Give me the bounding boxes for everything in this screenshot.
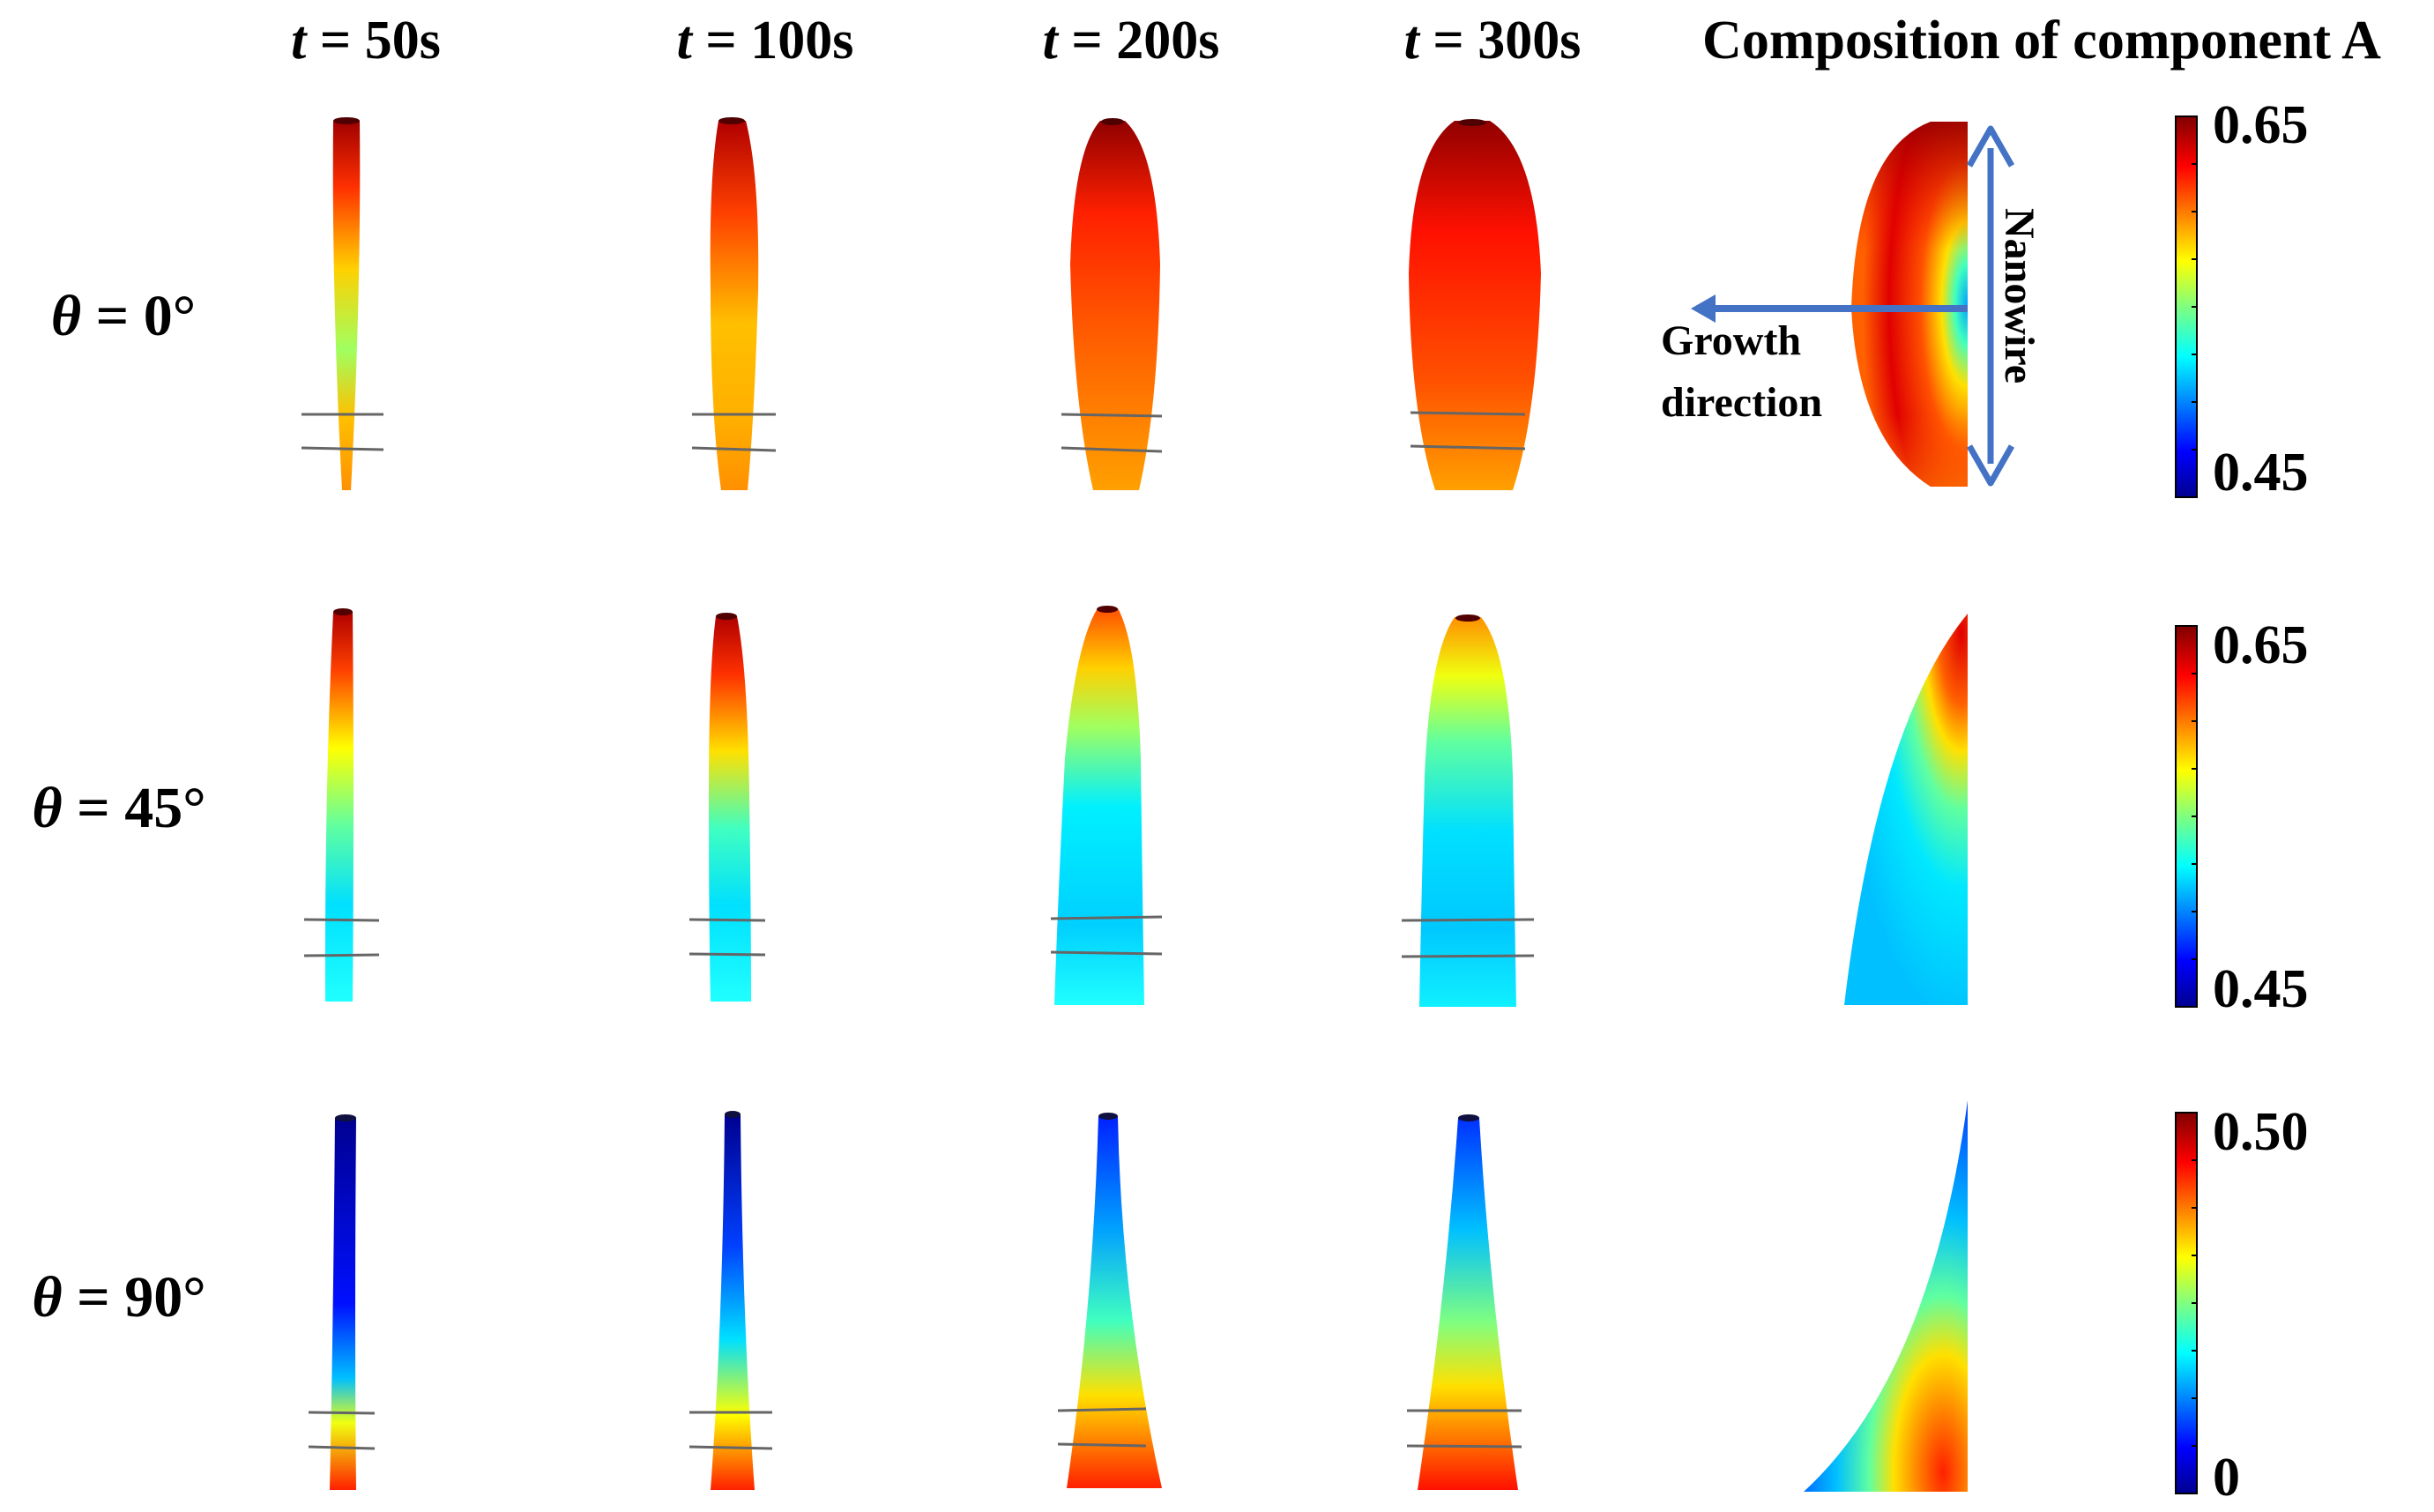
row-label-theta-0: θ = 0° [51, 284, 196, 348]
column-header-t300: t = 300s [1404, 11, 1582, 71]
column-header-t50: t = 50s [291, 11, 441, 71]
wire-theta45-t50 [303, 608, 380, 1002]
colorbar-theta-0-max: 0.65 [2213, 95, 2309, 155]
wire-theta90-t100 [689, 1111, 773, 1490]
wire-theta0-t200 [1061, 118, 1163, 490]
wire-theta90-t300 [1406, 1114, 1522, 1490]
colorbar-theta-90-min: 0 [2213, 1448, 2240, 1508]
column-headers: t = 50s t = 100s t = 200s t = 300s Compo… [291, 11, 2381, 71]
wire-theta45-t300 [1401, 614, 1535, 1007]
wire-theta90-t200 [1057, 1113, 1162, 1488]
nanowire-axis-arrow [1966, 125, 2015, 487]
wire-theta0-t100 [691, 117, 777, 490]
nanowire-label: Nanowire [1996, 208, 2043, 384]
composition-cross-section-theta-90 [1804, 1100, 1968, 1492]
wire-theta0-t300 [1409, 119, 1541, 490]
wire-theta45-t100 [689, 613, 766, 1002]
growth-label-line1: Growth [1661, 317, 1801, 364]
row-theta-0-wires [301, 117, 1541, 490]
growth-direction-arrow [1691, 294, 1968, 323]
row-label-theta-90: θ = 90° [32, 1265, 205, 1330]
colorbar-theta-45-min: 0.45 [2213, 959, 2309, 1019]
wire-theta90-t50 [308, 1114, 376, 1490]
composition-cross-section-theta-0 [1851, 122, 1968, 487]
row-label-theta-45: θ = 45° [32, 776, 205, 840]
composition-cross-section-theta-45 [1844, 614, 1968, 1005]
wire-theta0-t50 [301, 117, 384, 490]
column-header-t200: t = 200s [1043, 11, 1220, 71]
colorbar-theta-90-max: 0.50 [2213, 1102, 2309, 1162]
colorbar-theta-90: 0.50 0 [2175, 1102, 2309, 1508]
composition-title: Composition of component A [1702, 11, 2381, 71]
colorbar-theta-0: 0.65 0.45 [2175, 95, 2309, 503]
row-theta-45-wires [303, 606, 1535, 1007]
colorbar-theta-45: 0.65 0.45 [2175, 615, 2309, 1019]
colorbar-theta-45-max: 0.65 [2213, 615, 2309, 675]
colorbar-theta-0-min: 0.45 [2213, 443, 2309, 503]
row-labels: θ = 0° θ = 45° θ = 90° [32, 284, 205, 1330]
column-header-t100: t = 100s [677, 11, 854, 71]
wire-theta45-t200 [1050, 606, 1163, 1005]
growth-label-line2: direction [1661, 379, 1822, 426]
row-theta-90-wires [308, 1111, 1522, 1490]
